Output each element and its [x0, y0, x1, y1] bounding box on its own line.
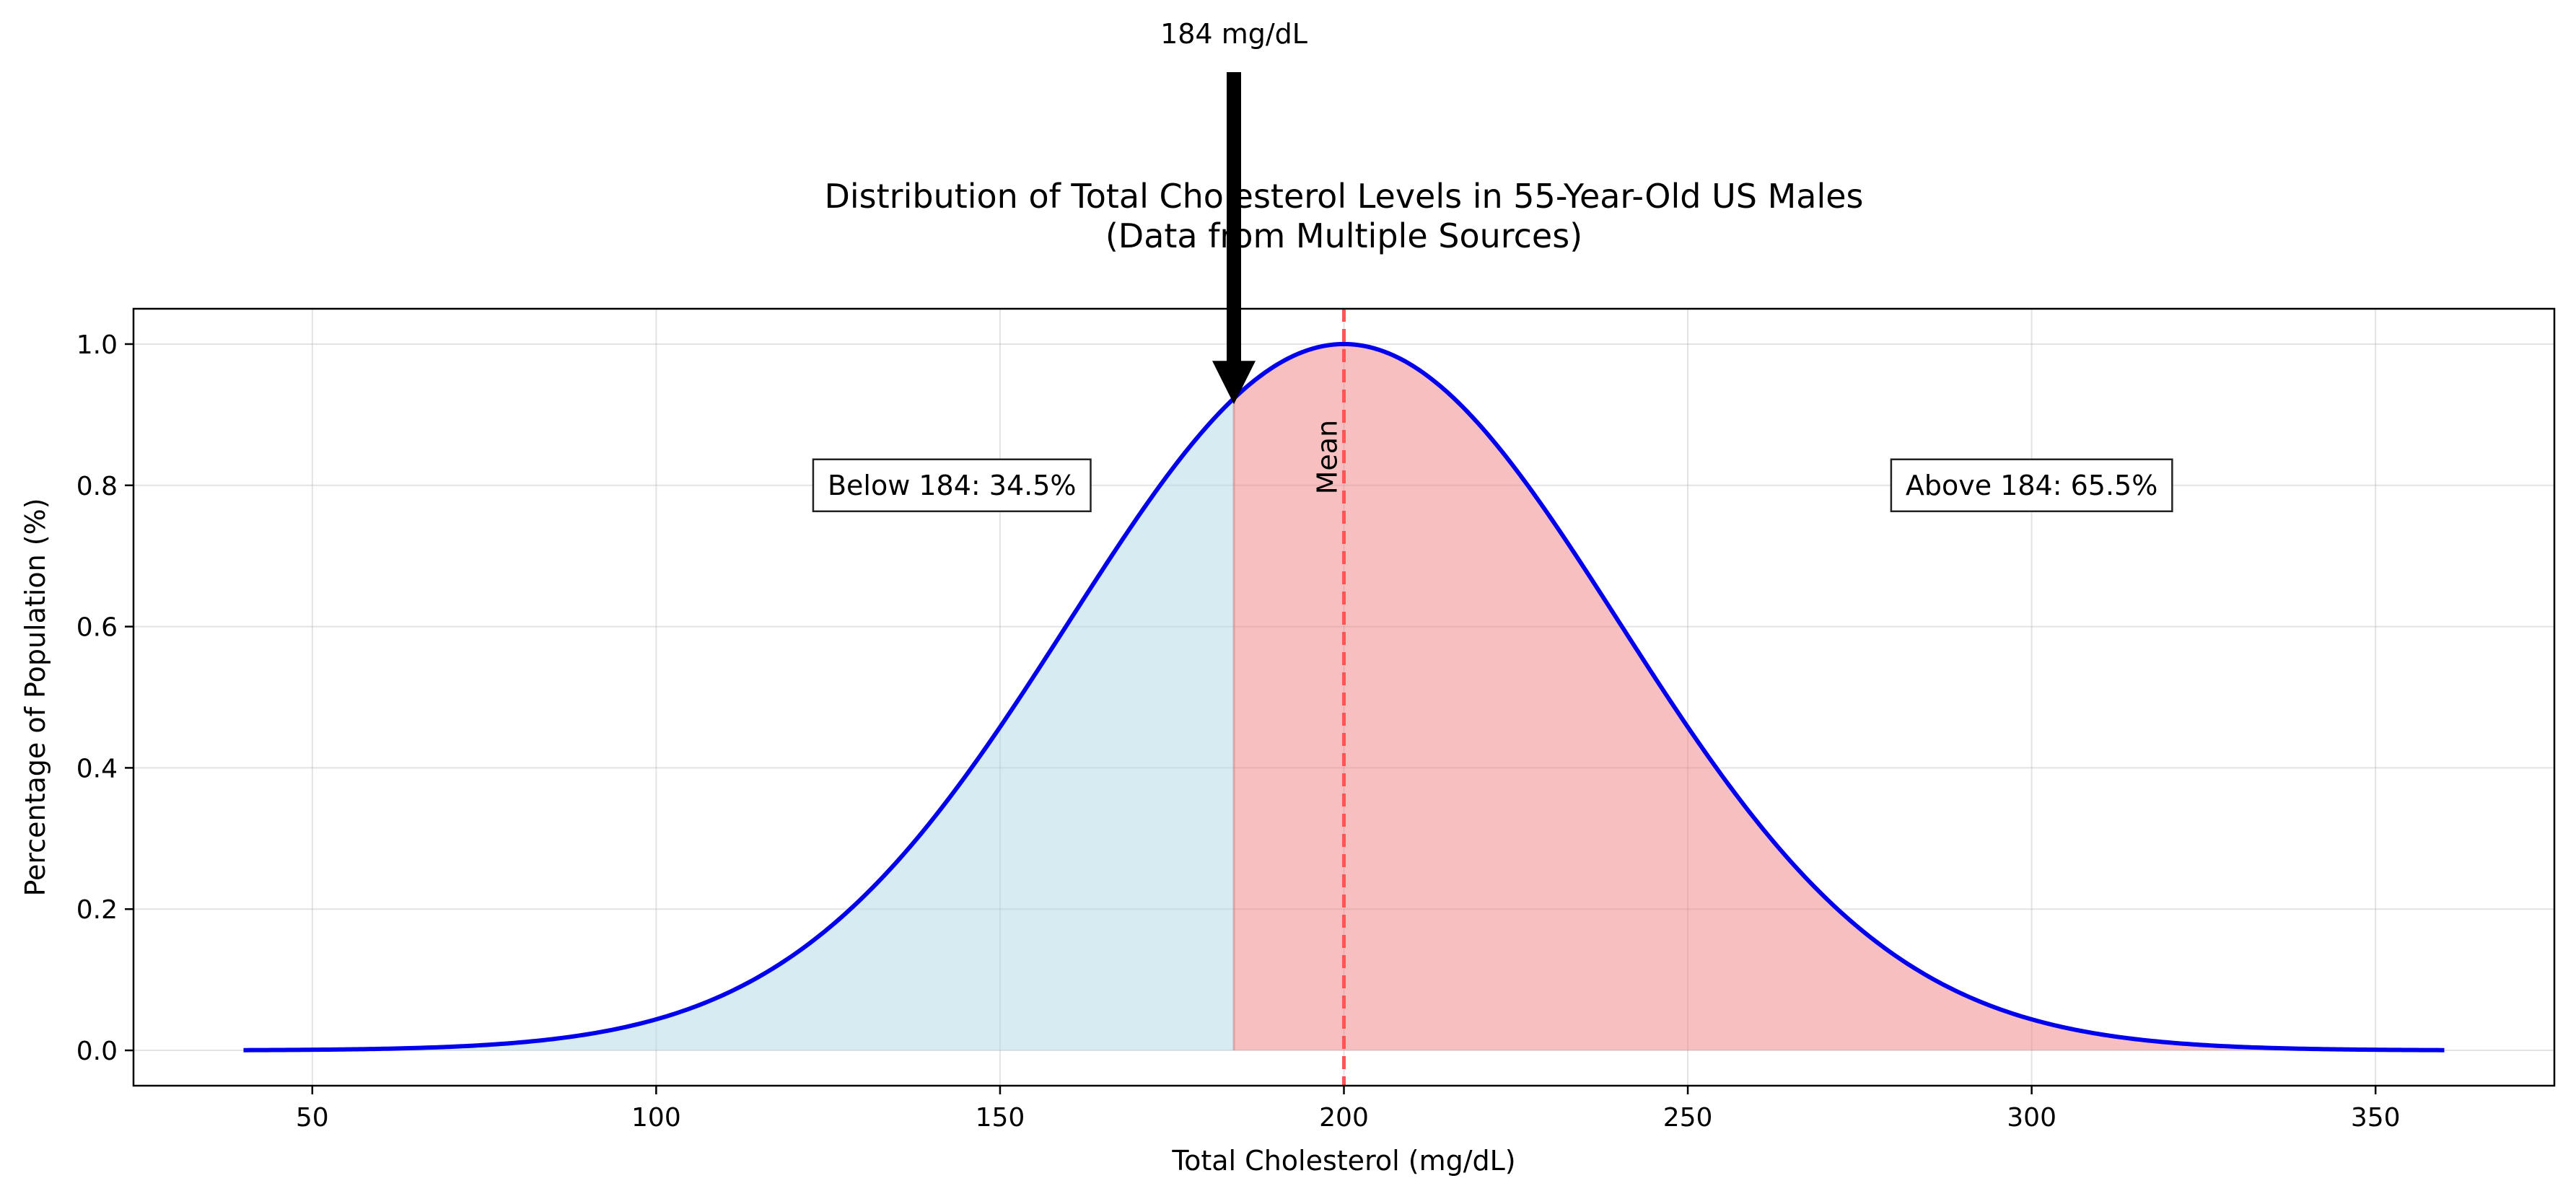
chart-subtitle: (Data from Multiple Sources) [1105, 216, 1582, 255]
mean-label: Mean [1312, 420, 1344, 495]
below-annotation-box [812, 458, 1092, 513]
above-annotation-text: Above 184: 65.5% [1906, 470, 2157, 501]
above-threshold-area [1234, 343, 2445, 1051]
y-tick-label: 1.0 [76, 330, 118, 360]
x-tick-label: 150 [976, 1103, 1025, 1133]
below-threshold-area [243, 398, 1234, 1051]
y-tick-label: 0.4 [76, 754, 118, 783]
above-annotation: Above 184: 65.5% [1890, 458, 2173, 513]
x-axis-label: Total Cholesterol (mg/dL) [1171, 1145, 1515, 1177]
chart-title: Distribution of Total Cholesterol Levels… [824, 177, 1863, 216]
y-tick-label: 0.6 [76, 613, 118, 643]
below-annotation: Below 184: 34.5% [812, 458, 1092, 513]
x-tick-label: 50 [296, 1103, 329, 1133]
x-tick-label: 200 [1319, 1103, 1369, 1133]
x-tick-label: 250 [1663, 1103, 1713, 1133]
distribution-curve [243, 341, 2445, 1053]
threshold-label: 184 mg/dL [1160, 18, 1307, 50]
below-annotation-text: Below 184: 34.5% [828, 470, 1077, 501]
y-tick-label: 0.0 [76, 1037, 118, 1066]
above-annotation-box [1890, 458, 2173, 513]
threshold-arrow-head [1212, 361, 1256, 405]
x-tick-label: 100 [631, 1103, 681, 1133]
x-tick-label: 350 [2351, 1103, 2401, 1133]
y-tick-label: 0.2 [76, 895, 118, 925]
y-axis-label: Percentage of Population (%) [19, 498, 51, 896]
y-tick-label: 0.8 [76, 472, 118, 501]
x-tick-label: 300 [2007, 1103, 2056, 1133]
